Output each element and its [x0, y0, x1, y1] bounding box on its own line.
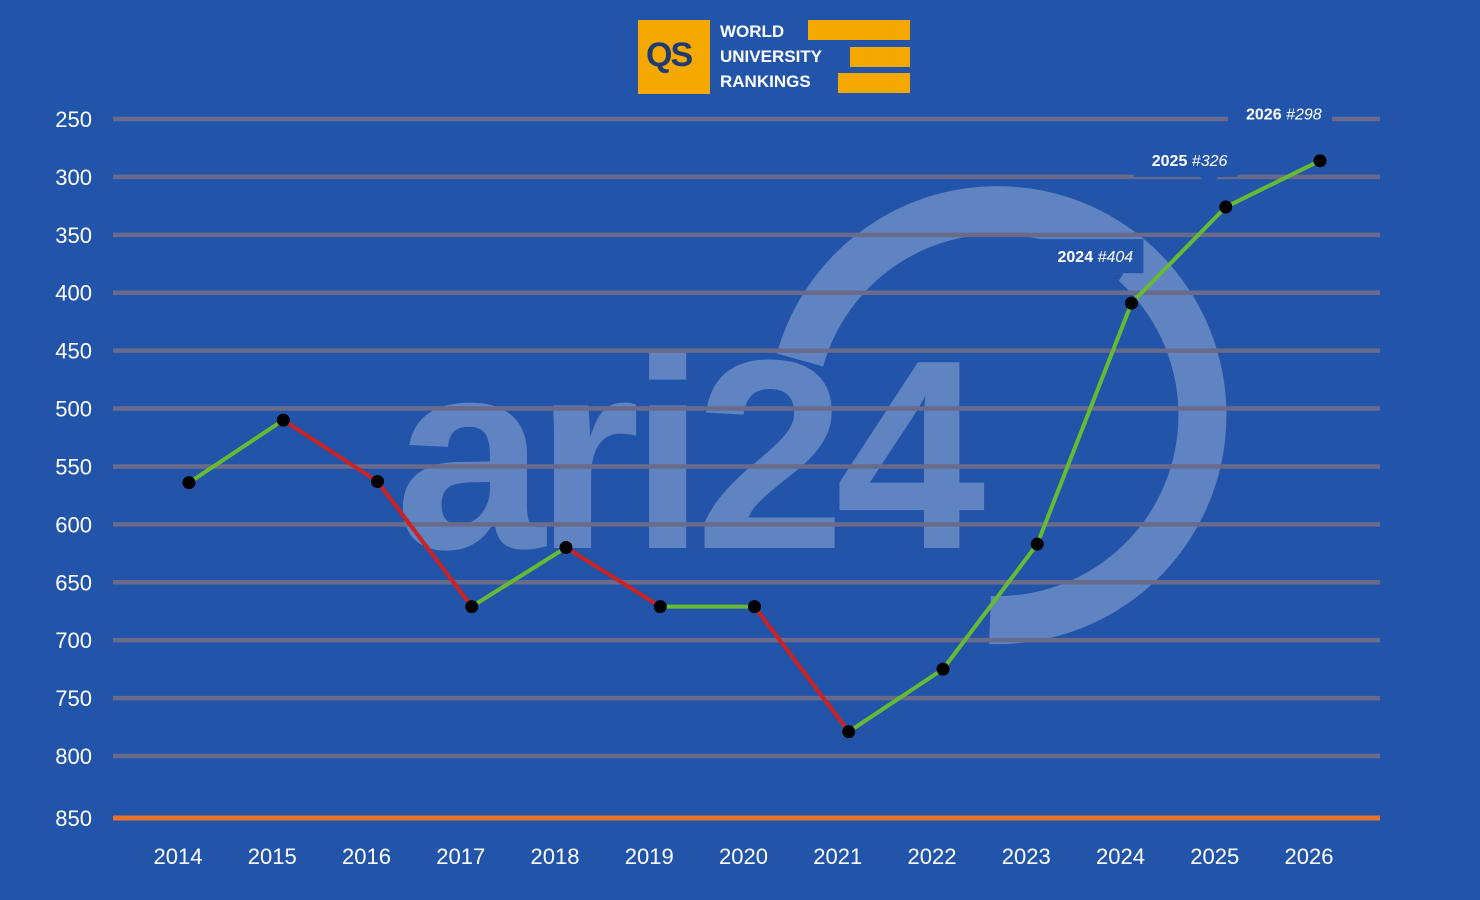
grid-lines — [113, 116, 1380, 821]
segment-2015-2016 — [281, 418, 380, 484]
x-tick-2021: 2021 — [813, 844, 862, 869]
x-tick-2017: 2017 — [436, 844, 485, 869]
point-2026 — [1313, 154, 1327, 168]
y-tick-650: 650 — [55, 570, 92, 595]
y-tick-250: 250 — [55, 107, 92, 132]
annotation-rank-2025: #326 — [1192, 153, 1228, 170]
point-2021 — [842, 725, 856, 739]
point-2014 — [182, 476, 196, 490]
segment-2016-2017 — [375, 479, 474, 609]
segment-2022-2023 — [941, 542, 1040, 672]
qs-logo: QS WORLD UNIVERSITY RANKINGS — [638, 20, 910, 94]
annotation-pointer-2024 — [1105, 273, 1124, 284]
annotation-box-2026 — [1228, 96, 1332, 131]
y-tick-800: 800 — [55, 744, 92, 769]
annotation-year-2026: 2026 — [1246, 107, 1286, 124]
x-tick-2018: 2018 — [531, 844, 580, 869]
y-tick-450: 450 — [55, 339, 92, 364]
x-tick-2025: 2025 — [1190, 844, 1239, 869]
annotation-2025: 2025 #326 — [1133, 143, 1238, 188]
point-2022 — [936, 662, 950, 676]
y-tick-300: 300 — [55, 165, 92, 190]
segment-2025-2026 — [1223, 158, 1322, 210]
x-axis-ticks: 2014 2015 2016 2017 2018 2019 2020 2021 2022 2023… — [154, 844, 1334, 869]
x-tick-2016: 2016 — [342, 844, 391, 869]
segment-2014-2015 — [187, 418, 286, 485]
annotation-label-2025: 2025 #326 — [1152, 153, 1228, 170]
point-2020 — [748, 600, 761, 614]
qs-word-university: UNIVERSITY — [720, 47, 823, 66]
point-2023 — [1030, 537, 1044, 551]
point-2024 — [1125, 296, 1138, 310]
qs-word-rankings: RANKINGS — [720, 72, 811, 91]
line-segments — [187, 158, 1322, 734]
annotation-box-2024 — [1039, 239, 1144, 274]
annotation-pointer-2025 — [1199, 177, 1218, 188]
y-tick-600: 600 — [55, 512, 92, 537]
qs-stripe-mid — [850, 47, 910, 67]
qs-word-world: WORLD — [720, 22, 785, 41]
point-2025 — [1219, 200, 1233, 214]
segment-2021-2022 — [846, 667, 945, 734]
annotation-2026: 2026 #298 — [1228, 96, 1332, 141]
annotation-rank-2026: #298 — [1286, 107, 1322, 124]
x-tick-2015: 2015 — [248, 844, 297, 869]
segment-2023-2024 — [1035, 301, 1134, 547]
annotation-rank-2024: #404 — [1098, 249, 1134, 266]
x-tick-2019: 2019 — [625, 844, 674, 869]
y-tick-750: 750 — [55, 686, 92, 711]
qs-badge: QS — [638, 20, 710, 94]
point-2019 — [653, 600, 667, 614]
qs-stripe-bottom — [838, 73, 910, 93]
y-tick-850: 850 — [55, 806, 92, 831]
segment-2018-2019 — [564, 545, 663, 609]
qs-badge-text: QS — [646, 36, 693, 74]
x-tick-2026: 2026 — [1285, 844, 1334, 869]
x-tick-2024: 2024 — [1096, 844, 1145, 869]
data-points — [182, 154, 1327, 739]
y-tick-400: 400 — [55, 281, 92, 306]
segment-2020-2021 — [752, 604, 851, 734]
annotation-box-2025 — [1133, 143, 1238, 178]
y-tick-550: 550 — [55, 454, 92, 479]
qs-stripe-top — [808, 20, 910, 40]
rank-annotations: 2024 #404 2025 #326 2026 #298 — [1039, 96, 1332, 284]
x-tick-2014: 2014 — [154, 844, 203, 869]
y-axis-ticks: 250 300 350 400 450 500 550 600 650 700 750 800 850 — [55, 107, 92, 831]
watermark-text: ari24 — [395, 305, 987, 606]
annotation-label-2026: 2026 #298 — [1246, 107, 1322, 124]
point-2016 — [371, 475, 384, 489]
segment-2024-2025 — [1129, 205, 1228, 306]
x-tick-2023: 2023 — [1002, 844, 1051, 869]
point-2018 — [559, 541, 573, 555]
x-tick-2020: 2020 — [719, 844, 768, 869]
annotation-2024: 2024 #404 — [1039, 239, 1144, 284]
annotation-year-2024: 2024 — [1058, 249, 1098, 266]
point-2015 — [276, 413, 290, 427]
y-tick-350: 350 — [55, 223, 92, 248]
y-tick-700: 700 — [55, 628, 92, 653]
annotation-label-2024: 2024 #404 — [1058, 249, 1134, 266]
x-tick-2022: 2022 — [908, 844, 957, 869]
annotation-pointer-2026 — [1294, 130, 1312, 141]
y-tick-500: 500 — [55, 397, 92, 422]
segment-2017-2018 — [469, 545, 568, 609]
point-2017 — [465, 600, 479, 614]
annotation-year-2025: 2025 — [1152, 153, 1192, 170]
qs-wordmark: WORLD UNIVERSITY RANKINGS — [710, 20, 910, 94]
